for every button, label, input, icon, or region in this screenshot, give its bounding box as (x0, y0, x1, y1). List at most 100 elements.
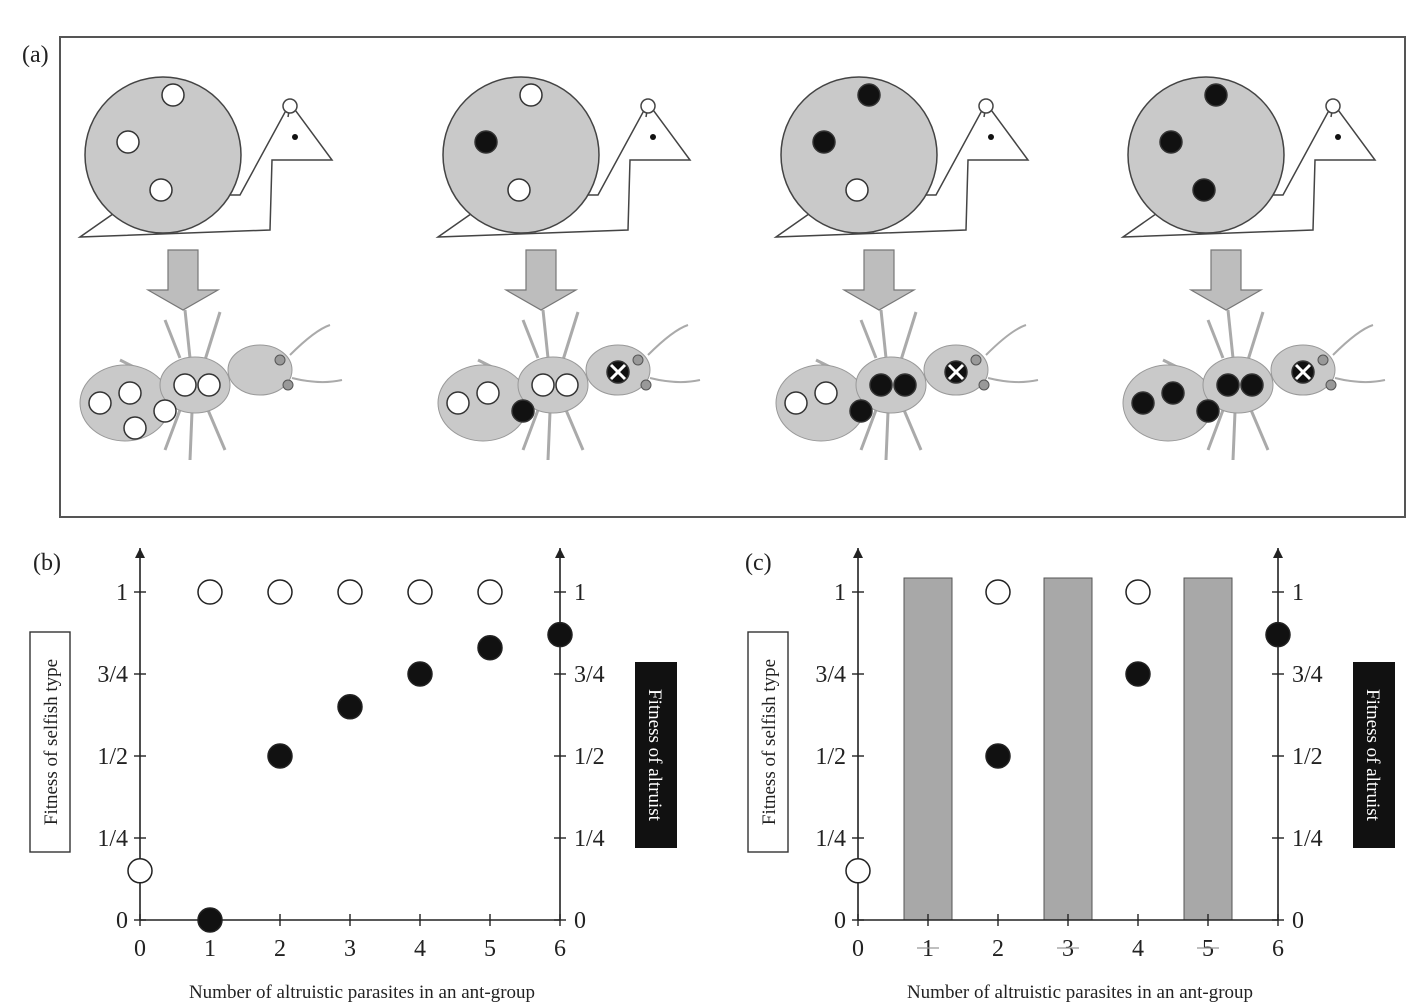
ant-head (227, 344, 293, 396)
x-tick-label: 6 (554, 936, 566, 962)
y-axis-label-right-box (1353, 662, 1395, 848)
stage-4 (1120, 76, 1386, 461)
ant-antenna (1332, 324, 1374, 356)
stage-1 (77, 76, 343, 461)
y-tick-label-left: 1/4 (97, 826, 128, 852)
y-tick-label-left: 1 (116, 580, 128, 606)
filled-circle-point (547, 621, 573, 648)
snail-eye (650, 134, 656, 140)
ant-eye (640, 379, 652, 391)
ant-eye (970, 354, 982, 366)
y-tick-label-left: 3/4 (815, 662, 846, 688)
y-axis-label-left: Fitness of selfish type (759, 659, 780, 825)
ant-leg (899, 311, 918, 361)
ant-eye (282, 379, 294, 391)
open-circle-point (267, 579, 293, 605)
parasite-dot (173, 373, 197, 397)
y-tick-label-left: 1/2 (97, 744, 128, 770)
y-axis-label-right-box (635, 662, 677, 848)
down-arrow (841, 249, 917, 311)
life-cycle-stages (77, 76, 1386, 461)
panel-a-frame (59, 36, 1406, 518)
ant-leg (879, 309, 888, 359)
down-arrow (503, 249, 579, 311)
snail (435, 76, 692, 238)
parasite-dot (845, 178, 869, 202)
panel-b-label: (b) (33, 550, 61, 576)
ant-leg (206, 409, 227, 451)
y-axis-label-left-box (29, 631, 71, 853)
y-axis-right-arrow (1273, 548, 1283, 558)
y-tick-label-right: 1 (574, 580, 586, 606)
filled-circle-point (985, 743, 1011, 769)
ant-leg (859, 409, 878, 451)
ant-eye (1325, 379, 1337, 391)
y-axis-label-left: Fitness of selfish type (41, 659, 62, 825)
snail (77, 76, 334, 238)
y-tick-label-right: 3/4 (574, 662, 605, 688)
filled-circle-point (1265, 621, 1291, 648)
y-tick-label-right: 0 (574, 908, 586, 934)
y-axis-right-arrow (555, 548, 565, 558)
x-tick-label: 2 (992, 936, 1004, 962)
panel-c-label: (c) (745, 550, 772, 576)
snail-shell (84, 76, 242, 234)
ant-leg (1206, 409, 1225, 451)
parasite-dot (893, 373, 917, 397)
snail-eye-stalk (282, 98, 298, 114)
ant-antenna (1334, 377, 1386, 384)
parasite-dot (507, 178, 531, 202)
snail-eye-stalk (640, 98, 656, 114)
parasite-dot (88, 391, 112, 415)
open-circle-point (985, 579, 1011, 605)
parasite-dot (1240, 373, 1264, 397)
y-axis-left-arrow (853, 548, 863, 558)
parasite-dot (446, 391, 470, 415)
x-tick-label: 0 (134, 936, 146, 962)
stage-3 (773, 76, 1039, 461)
ant-antenna (647, 324, 689, 356)
ant-antenna (649, 377, 701, 384)
ant (775, 309, 1039, 461)
filled-circle-point (477, 635, 503, 661)
parasite-dot (1192, 178, 1216, 202)
parasite-dot (511, 399, 535, 423)
ant-leg (183, 309, 192, 359)
parasite-dot (857, 83, 881, 107)
y-tick-label-right: 1/4 (1292, 826, 1323, 852)
ant-leg (203, 311, 222, 361)
cross-icon (947, 363, 965, 381)
ant (79, 309, 343, 461)
y-tick-label-left: 1/4 (815, 826, 846, 852)
parasite-dot (555, 373, 579, 397)
ant-eye (274, 354, 286, 366)
cross-icon (1294, 363, 1312, 381)
ant-leg (561, 311, 580, 361)
ant-leg (902, 409, 923, 451)
ant-leg (859, 319, 878, 359)
y-tick-label-right: 1/2 (574, 744, 605, 770)
parasite-dot (784, 391, 808, 415)
y-axis-label-left-box (747, 631, 789, 853)
stage-2 (435, 76, 701, 461)
y-tick-label-left: 0 (834, 908, 846, 934)
x-tick-label: 5 (1202, 936, 1214, 962)
cross-icon (609, 363, 627, 381)
snail-shell (442, 76, 600, 234)
ant-eye (632, 354, 644, 366)
y-axis-left-arrow (135, 548, 145, 558)
parasite-dot (1159, 130, 1183, 154)
parasite-dot (153, 399, 177, 423)
parasite-dot (519, 83, 543, 107)
ant-antenna (291, 377, 343, 384)
down-arrow (145, 249, 221, 311)
parasite-dot (1216, 373, 1240, 397)
parasite-dot (161, 83, 185, 107)
open-circle-point (197, 579, 223, 605)
ant-leg (521, 319, 540, 359)
ant-leg (884, 411, 890, 461)
snail-eye (292, 134, 298, 140)
ant-leg (163, 319, 182, 359)
